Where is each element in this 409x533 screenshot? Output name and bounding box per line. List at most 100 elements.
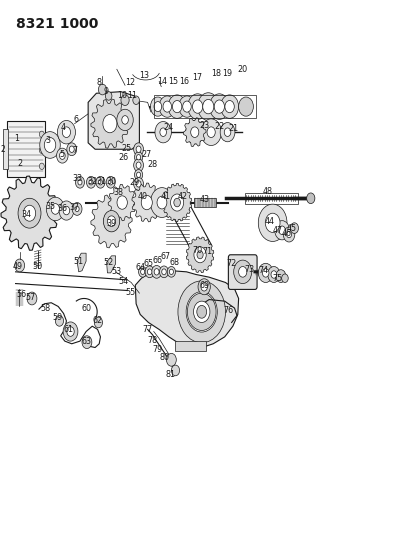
Text: 56: 56	[16, 290, 26, 298]
Circle shape	[55, 316, 63, 326]
Text: 48: 48	[262, 188, 272, 196]
Circle shape	[98, 84, 106, 95]
Circle shape	[193, 301, 209, 322]
Circle shape	[136, 162, 141, 168]
Circle shape	[162, 269, 166, 274]
Circle shape	[187, 94, 207, 119]
Circle shape	[44, 138, 56, 152]
Text: 36: 36	[57, 205, 67, 213]
Circle shape	[59, 152, 65, 159]
Circle shape	[151, 265, 161, 278]
Circle shape	[209, 94, 229, 119]
Circle shape	[27, 292, 37, 305]
Circle shape	[225, 101, 234, 112]
Circle shape	[108, 180, 112, 185]
Circle shape	[136, 181, 141, 187]
Circle shape	[23, 205, 36, 221]
Circle shape	[173, 198, 180, 207]
Circle shape	[75, 176, 84, 188]
Text: 67: 67	[161, 253, 171, 261]
Text: 47: 47	[272, 226, 282, 235]
Text: 38: 38	[113, 189, 123, 197]
Text: 11: 11	[127, 92, 137, 100]
Circle shape	[67, 143, 76, 156]
Text: 10: 10	[117, 92, 127, 100]
Bar	[153, 95, 256, 118]
Text: 4: 4	[61, 124, 66, 132]
Circle shape	[185, 120, 203, 144]
Circle shape	[136, 146, 141, 152]
Circle shape	[186, 292, 217, 332]
Text: 40: 40	[137, 192, 147, 200]
Circle shape	[98, 180, 102, 185]
Circle shape	[56, 148, 68, 163]
Circle shape	[278, 226, 285, 235]
Circle shape	[190, 127, 198, 138]
Text: 70: 70	[192, 246, 202, 255]
Circle shape	[196, 305, 206, 318]
Circle shape	[155, 122, 171, 143]
Text: 21: 21	[228, 125, 238, 133]
Text: 33: 33	[72, 174, 82, 183]
Text: 2: 2	[17, 159, 22, 168]
Polygon shape	[162, 183, 191, 222]
Text: 1: 1	[14, 134, 19, 143]
Circle shape	[167, 266, 175, 277]
Circle shape	[258, 204, 286, 241]
Circle shape	[134, 152, 142, 163]
Circle shape	[15, 259, 25, 272]
Text: 59: 59	[52, 313, 63, 321]
Text: 61: 61	[64, 325, 74, 334]
Text: 75: 75	[272, 274, 282, 282]
Circle shape	[136, 155, 140, 160]
Text: 74: 74	[258, 266, 267, 275]
Text: 12: 12	[125, 78, 135, 87]
Text: 27: 27	[142, 150, 151, 159]
Text: 64: 64	[135, 263, 145, 272]
Polygon shape	[91, 99, 128, 148]
Text: 31: 31	[97, 177, 106, 185]
Circle shape	[46, 197, 64, 221]
Circle shape	[265, 213, 279, 232]
Polygon shape	[132, 183, 162, 222]
Circle shape	[178, 281, 225, 343]
Text: 52: 52	[103, 258, 114, 266]
Text: 63: 63	[82, 337, 92, 345]
Circle shape	[190, 127, 198, 138]
Text: 69: 69	[199, 281, 209, 289]
Text: 51: 51	[74, 257, 83, 265]
Text: 16: 16	[179, 77, 189, 85]
Circle shape	[159, 96, 175, 117]
Text: 53: 53	[112, 268, 121, 276]
Circle shape	[75, 206, 79, 212]
Text: 20: 20	[237, 65, 247, 74]
Circle shape	[198, 279, 210, 295]
Circle shape	[159, 266, 168, 278]
Circle shape	[106, 176, 115, 188]
Text: 28: 28	[147, 160, 157, 168]
Circle shape	[19, 199, 40, 227]
Text: 9: 9	[103, 87, 108, 96]
Circle shape	[145, 266, 154, 278]
Circle shape	[258, 263, 272, 282]
Circle shape	[275, 270, 285, 282]
Circle shape	[163, 101, 171, 112]
Circle shape	[141, 196, 152, 209]
Circle shape	[69, 146, 74, 152]
Text: 80: 80	[160, 353, 169, 361]
Text: 14: 14	[157, 77, 166, 85]
Text: 43: 43	[199, 196, 209, 204]
Text: 44: 44	[264, 217, 274, 225]
Circle shape	[82, 336, 92, 349]
Circle shape	[121, 95, 129, 106]
Circle shape	[133, 96, 139, 104]
Circle shape	[133, 143, 143, 156]
Circle shape	[154, 269, 159, 275]
Text: 60: 60	[82, 304, 92, 312]
Circle shape	[281, 274, 288, 282]
Circle shape	[107, 216, 115, 227]
Circle shape	[274, 221, 289, 240]
Circle shape	[200, 282, 207, 291]
Text: 25: 25	[121, 144, 131, 152]
Circle shape	[166, 353, 176, 366]
